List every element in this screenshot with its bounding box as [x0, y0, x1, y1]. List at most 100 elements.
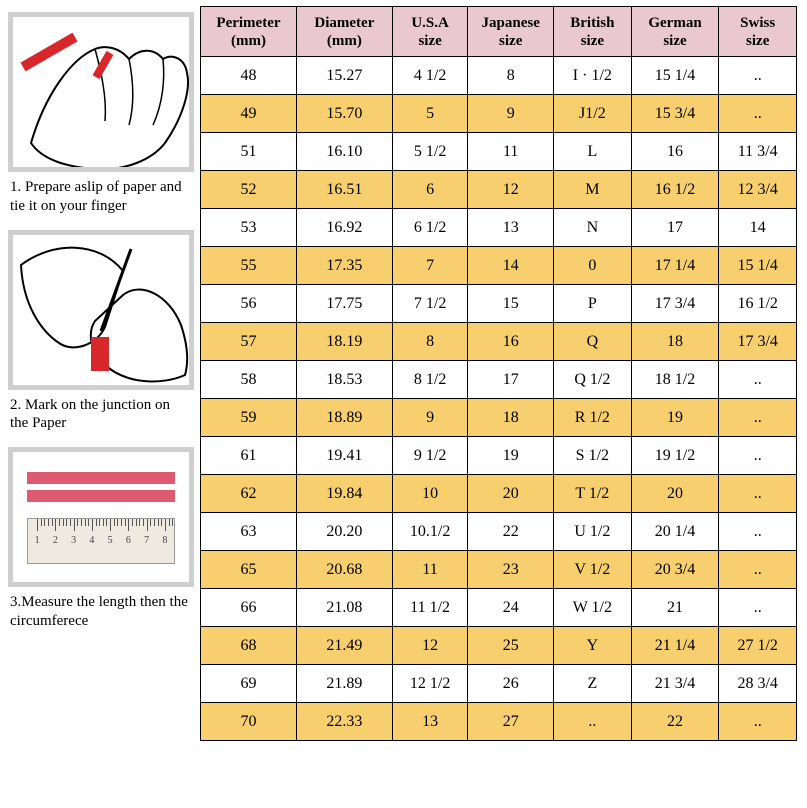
table-row: 6821.491225Y21 1/427 1/2: [201, 627, 797, 665]
table-cell: 6: [392, 171, 468, 209]
column-header: Diameter(mm): [296, 7, 392, 57]
step-3: 12345678 3.Measure the length then the c…: [8, 447, 194, 631]
table-cell: 28 3/4: [719, 665, 797, 703]
step-1-caption: 1. Prepare aslip of paper and tie it on …: [8, 178, 194, 216]
size-table-container: Perimeter(mm)Diameter(mm)U.S.AsizeJapane…: [200, 6, 797, 741]
ruler-number: 4: [89, 535, 94, 546]
table-cell: 19 1/2: [631, 437, 719, 475]
ruler-number: 1: [35, 535, 40, 546]
table-cell: 16: [631, 133, 719, 171]
ruler-number: 6: [126, 535, 131, 546]
table-cell: 62: [201, 475, 297, 513]
table-row: 6621.0811 1/224W 1/221..: [201, 589, 797, 627]
table-cell: ..: [719, 95, 797, 133]
table-cell: 51: [201, 133, 297, 171]
table-cell: 15.27: [296, 57, 392, 95]
table-cell: 16.92: [296, 209, 392, 247]
table-cell: L: [554, 133, 632, 171]
table-cell: 16 1/2: [719, 285, 797, 323]
ruler-icon: 12345678: [27, 518, 175, 564]
table-cell: U 1/2: [554, 513, 632, 551]
table-cell: 12 1/2: [392, 665, 468, 703]
table-cell: V 1/2: [554, 551, 632, 589]
table-cell: 19: [631, 399, 719, 437]
ring-size-table: Perimeter(mm)Diameter(mm)U.S.AsizeJapane…: [200, 6, 797, 741]
table-cell: ..: [719, 399, 797, 437]
table-cell: ..: [719, 361, 797, 399]
table-cell: 56: [201, 285, 297, 323]
table-cell: 11 1/2: [392, 589, 468, 627]
table-cell: ..: [719, 437, 797, 475]
table-row: 5316.926 1/213N1714: [201, 209, 797, 247]
table-row: 5517.35714017 1/415 1/4: [201, 247, 797, 285]
table-cell: 8: [392, 323, 468, 361]
step-1: 1. Prepare aslip of paper and tie it on …: [8, 12, 194, 216]
ruler-number: 3: [71, 535, 76, 546]
table-row: 4915.7059J1/215 3/4..: [201, 95, 797, 133]
ruler-number: 7: [144, 535, 149, 546]
table-cell: 21.08: [296, 589, 392, 627]
table-row: 6520.681123V 1/220 3/4..: [201, 551, 797, 589]
table-cell: 11: [392, 551, 468, 589]
table-row: 5617.757 1/215P17 3/416 1/2: [201, 285, 797, 323]
table-cell: Z: [554, 665, 632, 703]
paper-strip-icon: [91, 337, 109, 371]
table-cell: 9: [392, 399, 468, 437]
table-cell: 20 1/4: [631, 513, 719, 551]
table-cell: 19.41: [296, 437, 392, 475]
table-cell: 23: [468, 551, 554, 589]
table-cell: 12: [392, 627, 468, 665]
table-cell: ..: [719, 57, 797, 95]
table-cell: S 1/2: [554, 437, 632, 475]
table-cell: 20 3/4: [631, 551, 719, 589]
column-header: Japanesesize: [468, 7, 554, 57]
table-cell: 13: [392, 703, 468, 741]
ruler-number: 8: [162, 535, 167, 546]
table-cell: ..: [719, 703, 797, 741]
table-cell: 17 3/4: [719, 323, 797, 361]
table-cell: ..: [719, 551, 797, 589]
table-cell: 5: [392, 95, 468, 133]
table-cell: 66: [201, 589, 297, 627]
table-row: 6320.2010.1/222U 1/220 1/4..: [201, 513, 797, 551]
table-cell: 17.35: [296, 247, 392, 285]
step-2: 2. Mark on the junction on the Paper: [8, 230, 194, 434]
table-cell: ..: [719, 589, 797, 627]
table-cell: 68: [201, 627, 297, 665]
table-cell: 21.89: [296, 665, 392, 703]
table-cell: 63: [201, 513, 297, 551]
table-cell: 17 1/4: [631, 247, 719, 285]
bar-icon: [27, 472, 175, 484]
ruler-number: 5: [108, 535, 113, 546]
table-cell: W 1/2: [554, 589, 632, 627]
table-row: 6119.419 1/219S 1/219 1/2..: [201, 437, 797, 475]
table-cell: J1/2: [554, 95, 632, 133]
table-cell: 59: [201, 399, 297, 437]
column-header: U.S.Asize: [392, 7, 468, 57]
table-cell: 70: [201, 703, 297, 741]
table-cell: 21 1/4: [631, 627, 719, 665]
table-cell: 20.68: [296, 551, 392, 589]
table-cell: T 1/2: [554, 475, 632, 513]
column-header: Germansize: [631, 7, 719, 57]
table-row: 4815.274 1/28I · 1/215 1/4..: [201, 57, 797, 95]
table-cell: ..: [719, 475, 797, 513]
table-cell: 11: [468, 133, 554, 171]
table-cell: 16.51: [296, 171, 392, 209]
table-cell: Q: [554, 323, 632, 361]
table-cell: 26: [468, 665, 554, 703]
table-cell: N: [554, 209, 632, 247]
table-cell: 10.1/2: [392, 513, 468, 551]
step-3-illustration: 12345678: [8, 447, 194, 587]
table-cell: P: [554, 285, 632, 323]
table-cell: 18.89: [296, 399, 392, 437]
column-header: Perimeter(mm): [201, 7, 297, 57]
step-1-illustration: [8, 12, 194, 172]
table-cell: 7: [392, 247, 468, 285]
table-cell: 22.33: [296, 703, 392, 741]
table-cell: 16 1/2: [631, 171, 719, 209]
table-cell: 13: [468, 209, 554, 247]
table-cell: 20: [631, 475, 719, 513]
table-cell: ..: [719, 513, 797, 551]
table-cell: 18: [631, 323, 719, 361]
